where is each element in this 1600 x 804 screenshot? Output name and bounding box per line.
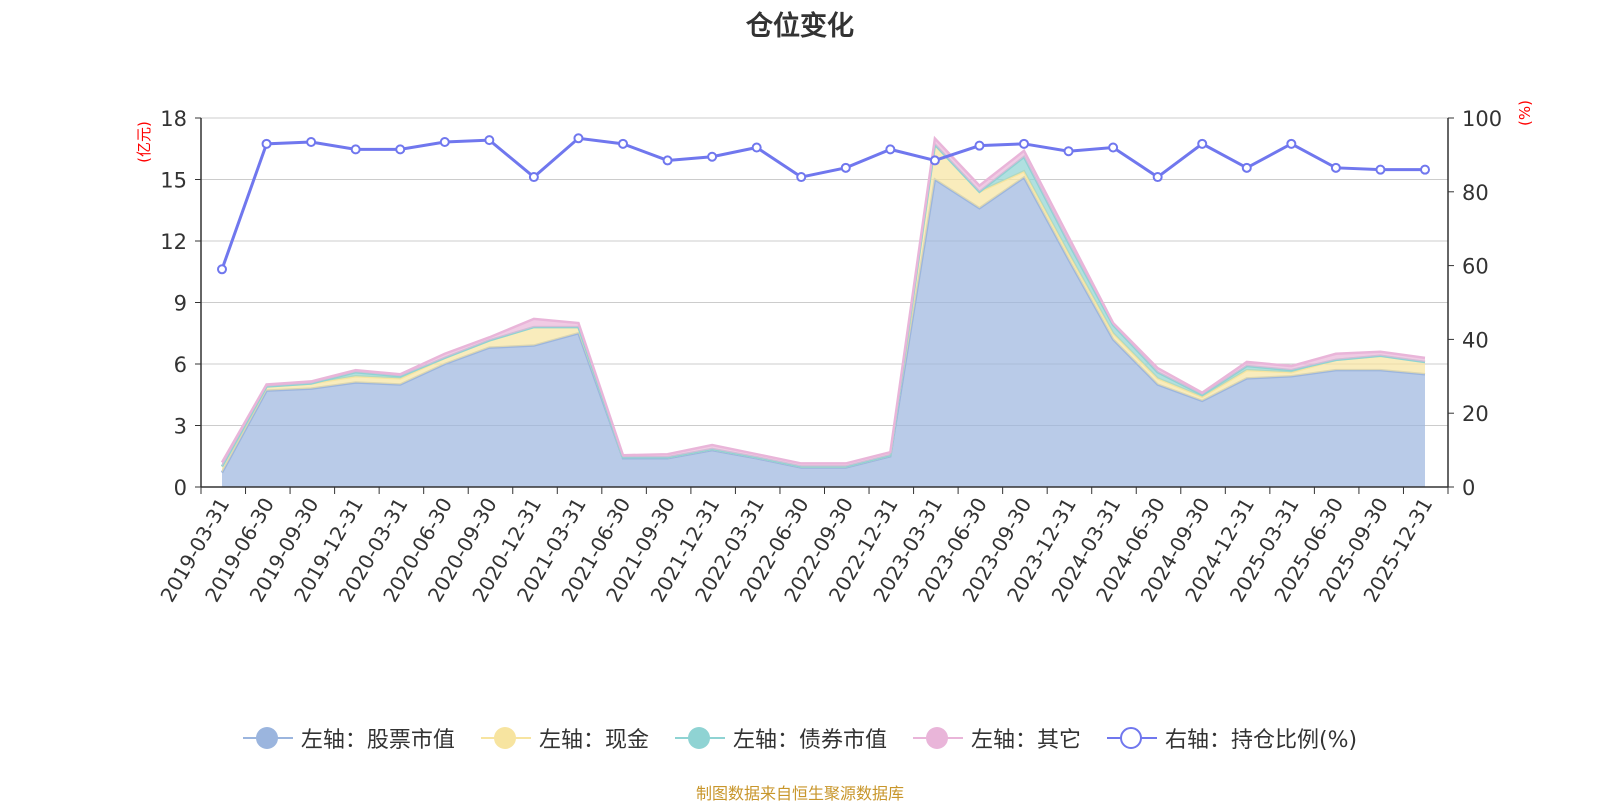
ratio-point bbox=[751, 142, 762, 153]
ratio-point bbox=[1019, 138, 1029, 149]
ratio-point bbox=[261, 138, 272, 149]
ratio-point bbox=[662, 155, 673, 166]
legend-cash-swatch-icon bbox=[480, 726, 531, 750]
ratio-point bbox=[885, 144, 896, 155]
ratio-point bbox=[1330, 162, 1341, 173]
legend-other-label: 左轴：其它 bbox=[970, 728, 1081, 753]
chart-legend: 左轴：股票市值 左轴：现金 左轴：债券市值 左轴：其它 右轴：持仓比例(%) bbox=[0, 722, 1600, 754]
ratio-point bbox=[796, 172, 807, 183]
ratio-point bbox=[528, 172, 539, 183]
ratio-point bbox=[439, 136, 450, 147]
legend-cash-label: 左轴：现金 bbox=[538, 728, 649, 753]
y-left-tick-label: 0 bbox=[174, 476, 187, 500]
legend-stock-swatch-icon bbox=[242, 726, 293, 750]
y-left-tick-label: 12 bbox=[160, 230, 187, 254]
ratio-point bbox=[707, 151, 718, 162]
y-right-tick-label: 0 bbox=[1462, 476, 1475, 500]
y-right-tick-label: 60 bbox=[1462, 255, 1489, 279]
ratio-point bbox=[217, 264, 227, 275]
y-left-tick-label: 9 bbox=[174, 292, 187, 316]
ratio-point bbox=[974, 140, 985, 151]
legend-bond-label: 左轴：债券市值 bbox=[732, 728, 887, 753]
y-left-tick-label: 18 bbox=[160, 107, 187, 131]
y-left-axis-unit: (亿元) bbox=[135, 121, 153, 163]
ratio-point bbox=[1286, 138, 1297, 149]
ratio-point bbox=[1108, 142, 1119, 153]
y-right-tick-label: 100 bbox=[1462, 107, 1502, 131]
chart-title: 仓位变化 bbox=[746, 11, 854, 42]
ratio-point bbox=[1241, 162, 1252, 173]
area-左轴：股票市值 bbox=[222, 177, 1425, 487]
y-right-tick-label: 20 bbox=[1462, 402, 1489, 426]
y-right-tick-label: 80 bbox=[1462, 181, 1489, 205]
legend-item-ratio[interactable]: 右轴：持仓比例(%) bbox=[1106, 722, 1358, 754]
y-right-tick-label: 40 bbox=[1462, 328, 1489, 352]
legend-item-bond[interactable]: 左轴：债券市值 bbox=[674, 722, 887, 754]
y-right-axis-unit: (%) bbox=[1516, 100, 1534, 126]
legend-item-stock[interactable]: 左轴：股票市值 bbox=[242, 722, 455, 754]
data-source-note: 制图数据来自恒生聚源数据库 bbox=[695, 784, 904, 803]
y-left-tick-label: 15 bbox=[160, 169, 187, 193]
ratio-point bbox=[484, 135, 495, 146]
legend-other-swatch-icon bbox=[912, 726, 963, 750]
ratio-point bbox=[573, 133, 584, 144]
ratio-point bbox=[350, 144, 361, 155]
ratio-point bbox=[1197, 138, 1208, 149]
ratio-line bbox=[220, 136, 1425, 270]
position-chart: 0369121518020406080100(亿元)(%)2019-03-312… bbox=[135, 100, 1534, 606]
legend-ratio-label: 右轴：持仓比例(%) bbox=[1164, 728, 1358, 753]
ratio-point bbox=[618, 138, 628, 149]
ratio-point bbox=[1152, 172, 1163, 183]
ratio-point bbox=[395, 144, 406, 155]
ratio-point bbox=[840, 162, 851, 173]
y-left-tick-label: 3 bbox=[174, 415, 187, 439]
legend-item-cash[interactable]: 左轴：现金 bbox=[480, 722, 649, 754]
ratio-point bbox=[1420, 164, 1430, 175]
ratio-point bbox=[929, 155, 940, 166]
legend-stock-label: 左轴：股票市值 bbox=[300, 728, 455, 753]
legend-ratio-swatch-icon bbox=[1106, 726, 1157, 750]
legend-item-other[interactable]: 左轴：其它 bbox=[912, 722, 1081, 754]
legend-bond-swatch-icon bbox=[674, 726, 725, 750]
area-line-左轴：其它 bbox=[220, 135, 1426, 465]
ratio-point bbox=[1063, 146, 1074, 157]
ratio-point bbox=[1375, 164, 1386, 175]
ratio-point bbox=[306, 136, 317, 147]
y-left-tick-label: 6 bbox=[174, 353, 187, 377]
